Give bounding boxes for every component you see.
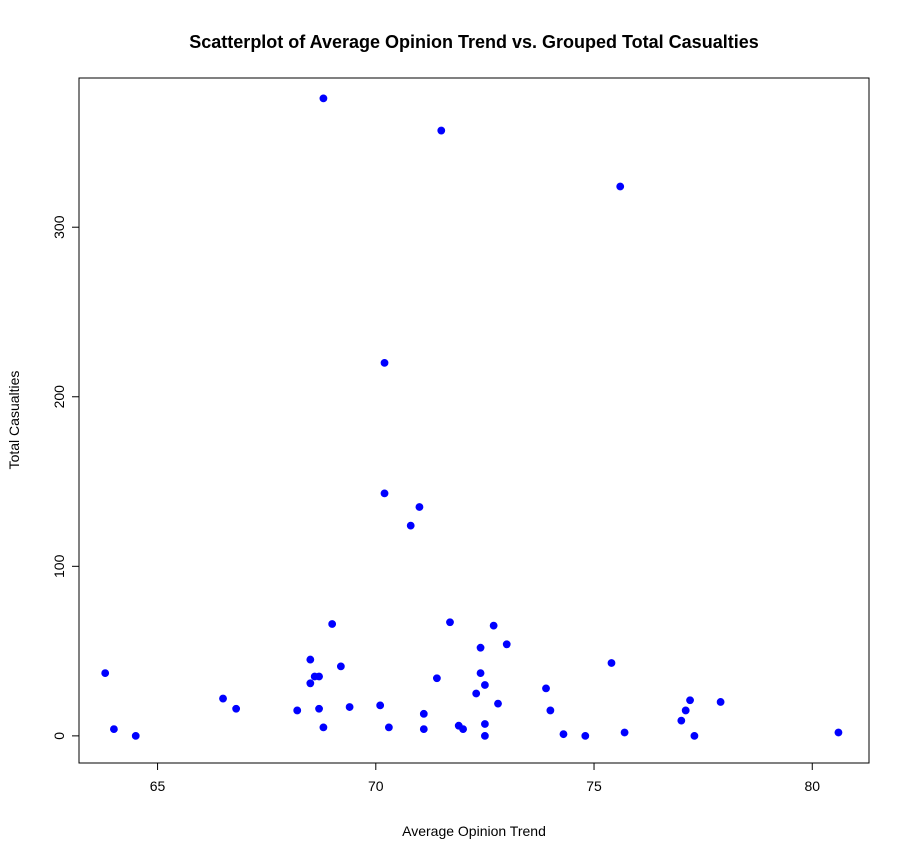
x-tick-label: 80 <box>804 778 820 794</box>
x-tick-label: 65 <box>150 778 166 794</box>
data-point <box>481 731 489 740</box>
data-point <box>472 689 481 698</box>
data-point <box>677 716 686 725</box>
x-axis-label: Average Opinion Trend <box>402 823 546 839</box>
y-axis-label: Total Casualties <box>6 371 22 470</box>
data-point <box>319 723 328 732</box>
y-tick-label: 300 <box>51 215 67 239</box>
x-tick-label: 70 <box>368 778 384 794</box>
data-point <box>546 706 555 715</box>
data-point <box>581 731 590 740</box>
data-point <box>345 703 354 711</box>
data-points <box>101 94 843 740</box>
data-point <box>380 358 389 367</box>
data-point <box>494 699 502 708</box>
data-point <box>306 679 315 688</box>
data-point <box>131 731 140 740</box>
data-point <box>681 706 690 715</box>
data-point <box>219 694 227 703</box>
data-point <box>384 723 393 732</box>
data-point <box>616 182 625 191</box>
data-point <box>716 698 725 706</box>
data-point <box>110 725 118 733</box>
data-point <box>481 720 489 728</box>
data-point <box>690 731 699 740</box>
data-point <box>419 709 428 718</box>
data-point <box>419 725 428 733</box>
y-tick-label: 100 <box>51 554 67 578</box>
y-axis: 0 100 200 300 <box>51 215 80 740</box>
data-point <box>607 659 616 667</box>
data-point <box>446 618 454 627</box>
data-point <box>315 672 323 681</box>
data-point <box>433 674 441 683</box>
data-point <box>328 620 337 628</box>
data-point <box>476 643 485 652</box>
data-point <box>336 662 345 671</box>
data-point <box>559 730 568 739</box>
data-point <box>481 681 489 689</box>
data-point <box>686 696 694 705</box>
data-point <box>502 640 511 649</box>
data-point <box>101 669 110 678</box>
data-point <box>376 701 385 710</box>
data-point <box>542 684 550 693</box>
y-tick-label: 200 <box>51 385 67 409</box>
data-point <box>319 94 328 103</box>
data-point <box>380 489 389 498</box>
data-point <box>293 706 302 715</box>
y-tick-label: 0 <box>51 732 67 740</box>
data-point <box>315 704 323 713</box>
chart-title: Scatterplot of Average Opinion Trend vs.… <box>189 32 758 52</box>
data-point <box>476 669 485 678</box>
data-point <box>834 728 843 737</box>
data-point <box>406 521 415 530</box>
data-point <box>232 704 241 713</box>
data-point <box>306 655 315 664</box>
data-point <box>459 725 467 733</box>
plot-frame <box>78 77 870 764</box>
data-point <box>489 621 498 630</box>
data-point <box>437 126 446 135</box>
x-axis: 65 70 75 80 <box>150 762 820 794</box>
data-point <box>620 728 629 737</box>
data-point <box>415 503 424 511</box>
x-tick-label: 75 <box>586 778 602 794</box>
